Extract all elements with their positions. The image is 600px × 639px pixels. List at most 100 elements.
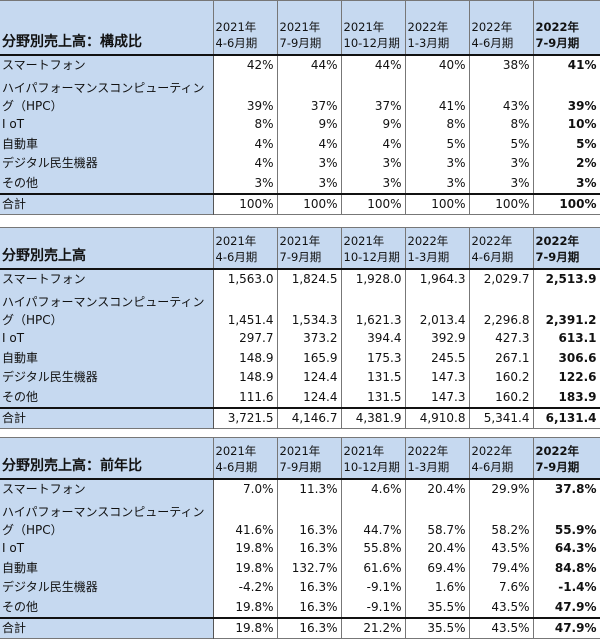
column-header: 2021年 10-12月期 bbox=[340, 437, 405, 479]
cell-value: 1,534.3 bbox=[276, 289, 341, 329]
cell-value: 160.2 bbox=[468, 368, 533, 388]
cell-value: 8% bbox=[212, 115, 277, 135]
total-value: 19.8% bbox=[212, 618, 277, 639]
cell-value: 19.8% bbox=[212, 597, 277, 618]
table-row: 自動車 148.9 165.9 175.3 245.5 267.1 306.6 bbox=[0, 348, 600, 368]
column-year: 2022年 bbox=[407, 443, 449, 458]
cell-value: 3% bbox=[404, 173, 469, 194]
row-label: I oT bbox=[0, 115, 214, 135]
column-year: 2021年 bbox=[279, 443, 321, 458]
row-label: I oT bbox=[0, 329, 214, 349]
column-header: 2021年 10-12月期 bbox=[340, 0, 405, 55]
row-label: その他 bbox=[0, 597, 214, 618]
cell-value: 35.5% bbox=[404, 597, 469, 618]
column-header: 2021年 7-9月期 bbox=[276, 227, 341, 269]
cell-value: 16.3% bbox=[276, 597, 341, 618]
cell-value: 16.3% bbox=[276, 539, 341, 559]
column-header: 2022年 4-6月期 bbox=[468, 227, 533, 269]
total-value: 100% bbox=[468, 194, 533, 215]
row-label: 自動車 bbox=[0, 134, 214, 154]
row-label: スマートフォン bbox=[0, 478, 214, 499]
column-period: 1-3月期 bbox=[407, 249, 450, 264]
total-value: 4,381.9 bbox=[340, 408, 405, 429]
table-row: 自動車 4% 4% 4% 5% 5% 5% bbox=[0, 134, 600, 154]
cell-value: 122.6 bbox=[532, 368, 600, 388]
cell-value: 392.9 bbox=[404, 329, 469, 349]
column-header: 2022年 7-9月期 bbox=[532, 227, 600, 269]
cell-value: 124.4 bbox=[276, 387, 341, 408]
column-period: 10-12月期 bbox=[343, 249, 400, 264]
cell-value: 43.5% bbox=[468, 597, 533, 618]
cell-value: 58.2% bbox=[468, 499, 533, 539]
cell-value: 3% bbox=[340, 173, 405, 194]
cell-value: 43.5% bbox=[468, 539, 533, 559]
cell-value: 427.3 bbox=[468, 329, 533, 349]
cell-value: 20.4% bbox=[404, 539, 469, 559]
cell-value: 2,296.8 bbox=[468, 289, 533, 329]
table-row: ハイパフォーマンスコンピューティング（HPC） 39% 37% 37% 41% 43% 39… bbox=[0, 75, 600, 115]
table-title: 分野別売上高：前年比 bbox=[0, 437, 213, 479]
column-header: 2021年 4-6月期 bbox=[212, 0, 277, 55]
column-year: 2021年 bbox=[215, 19, 257, 34]
cell-value: 44.7% bbox=[340, 499, 405, 539]
cell-value: 4.6% bbox=[340, 478, 405, 499]
cell-value: 1,451.4 bbox=[212, 289, 277, 329]
column-period: 1-3月期 bbox=[407, 35, 450, 50]
table-row: その他 19.8% 16.3% -9.1% 35.5% 43.5% 47.9% bbox=[0, 597, 600, 618]
cell-value: -9.1% bbox=[340, 578, 405, 598]
cell-value: 43% bbox=[468, 75, 533, 115]
cell-value: 306.6 bbox=[532, 348, 600, 368]
cell-value: 1.6% bbox=[404, 578, 469, 598]
cell-value: 20.4% bbox=[404, 478, 469, 499]
row-label: 自動車 bbox=[0, 558, 214, 578]
cell-value: 165.9 bbox=[276, 348, 341, 368]
cell-value: 5% bbox=[468, 134, 533, 154]
cell-value: 9% bbox=[276, 115, 341, 135]
table-row: デジタル民生機器 148.9 124.4 131.5 147.3 160.2 122.6 bbox=[0, 368, 600, 388]
row-label: その他 bbox=[0, 173, 214, 194]
cell-value: 2,013.4 bbox=[404, 289, 469, 329]
cell-value: 16.3% bbox=[276, 578, 341, 598]
column-year: 2021年 bbox=[343, 19, 385, 34]
column-header: 2022年 4-6月期 bbox=[468, 0, 533, 55]
cell-value: 111.6 bbox=[212, 387, 277, 408]
column-year: 2022年 bbox=[471, 233, 513, 248]
table-row: デジタル民生機器 -4.2% 16.3% -9.1% 1.6% 7.6% -1.4% bbox=[0, 578, 600, 598]
table-row: スマートフォン 1,563.0 1,824.5 1,928.0 1,964.3 2,029… bbox=[0, 268, 600, 289]
cell-value: 37.8% bbox=[532, 478, 600, 499]
total-value: 35.5% bbox=[404, 618, 469, 639]
column-period: 4-6月期 bbox=[215, 459, 258, 474]
column-header: 2021年 4-6月期 bbox=[212, 437, 277, 479]
total-value: 16.3% bbox=[276, 618, 341, 639]
cell-value: 4% bbox=[276, 134, 341, 154]
column-header: 2021年 4-6月期 bbox=[212, 227, 277, 269]
total-value: 47.9% bbox=[532, 618, 600, 639]
total-value: 5,341.4 bbox=[468, 408, 533, 429]
cell-value: 29.9% bbox=[468, 478, 533, 499]
column-period: 4-6月期 bbox=[215, 249, 258, 264]
row-label: ハイパフォーマンスコンピューティング（HPC） bbox=[0, 289, 214, 329]
column-header: 2022年 1-3月期 bbox=[404, 227, 469, 269]
cell-value: 2% bbox=[532, 154, 600, 174]
cell-value: 131.5 bbox=[340, 387, 405, 408]
cell-value: 3% bbox=[276, 154, 341, 174]
total-label: 合計 bbox=[0, 194, 214, 215]
cell-value: 39% bbox=[212, 75, 277, 115]
cell-value: 44% bbox=[276, 54, 341, 75]
column-header: 2022年 4-6月期 bbox=[468, 437, 533, 479]
column-year: 2022年 bbox=[535, 233, 580, 248]
table-title: 分野別売上高 bbox=[0, 227, 213, 269]
column-year: 2021年 bbox=[279, 19, 321, 34]
cell-value: 183.9 bbox=[532, 387, 600, 408]
column-period: 7-9月期 bbox=[279, 35, 322, 50]
cell-value: 3% bbox=[404, 154, 469, 174]
cell-value: 245.5 bbox=[404, 348, 469, 368]
row-label: 自動車 bbox=[0, 348, 214, 368]
column-year: 2022年 bbox=[471, 443, 513, 458]
row-label: ハイパフォーマンスコンピューティング（HPC） bbox=[0, 499, 214, 539]
cell-value: 373.2 bbox=[276, 329, 341, 349]
column-header: 2022年 7-9月期 bbox=[532, 437, 600, 479]
row-label: スマートフォン bbox=[0, 268, 214, 289]
cell-value: 47.9% bbox=[532, 597, 600, 618]
cell-value: 297.7 bbox=[212, 329, 277, 349]
